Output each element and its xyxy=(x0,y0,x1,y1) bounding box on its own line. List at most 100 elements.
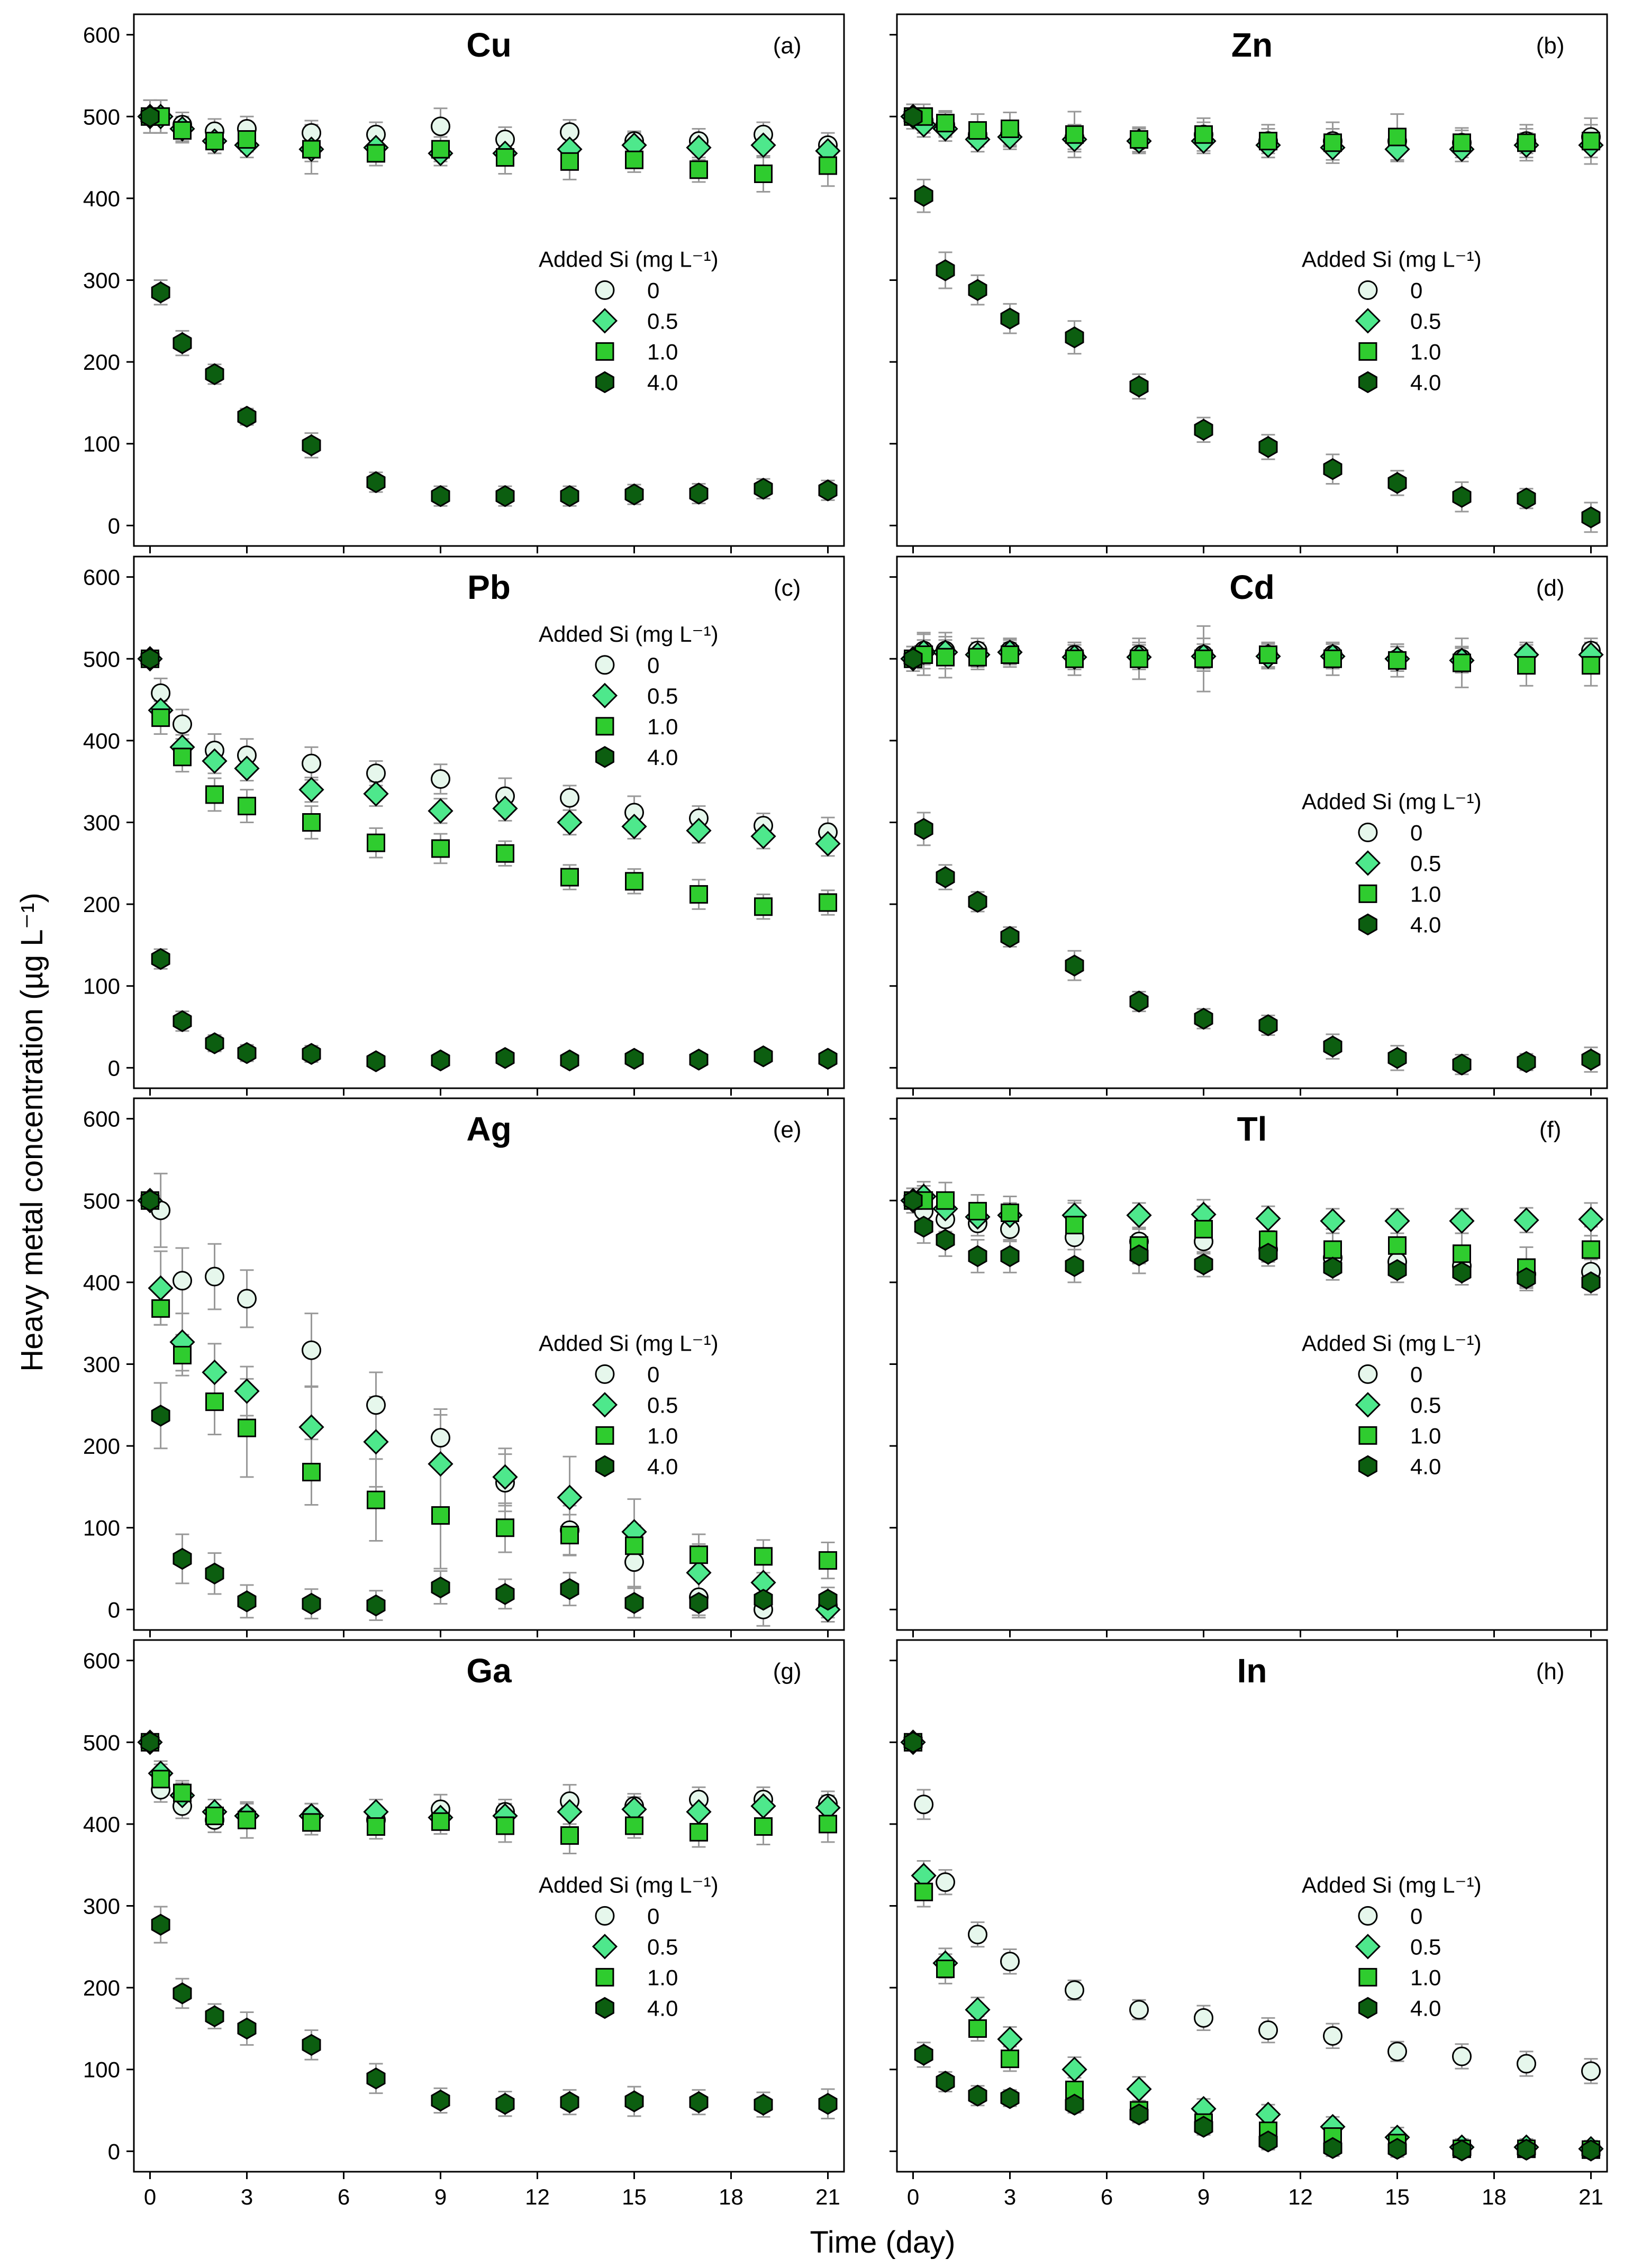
legend: Added Si (mg L⁻¹) 0 0.5 1.0 4.0 xyxy=(1302,247,1482,395)
data-point xyxy=(689,1049,709,1071)
data-point xyxy=(936,1228,955,1251)
legend-marker xyxy=(1355,1934,1381,1960)
data-point xyxy=(936,866,955,888)
data-point xyxy=(819,1551,837,1570)
panel-title: Cd xyxy=(1229,568,1274,606)
data-point xyxy=(968,1201,987,1220)
legend-label: 1.0 xyxy=(647,1965,678,1990)
data-point xyxy=(560,1578,579,1600)
data-point xyxy=(366,471,386,494)
data-point xyxy=(140,648,160,670)
data-point xyxy=(819,893,837,912)
legend-label: 0.5 xyxy=(1410,851,1441,876)
y-tick-label: 0 xyxy=(108,2139,120,2164)
data-point xyxy=(431,2089,450,2112)
data-point xyxy=(1513,1207,1539,1233)
data-point xyxy=(1129,2103,1149,2126)
data-point xyxy=(968,648,987,667)
data-point xyxy=(366,763,386,784)
panel-label: (f) xyxy=(1539,1117,1562,1143)
data-point xyxy=(151,281,170,304)
data-point xyxy=(205,1806,224,1825)
data-point xyxy=(1388,127,1407,147)
legend-label: 4.0 xyxy=(1410,912,1441,937)
data-point xyxy=(237,1289,257,1309)
data-point xyxy=(492,796,518,822)
data-point xyxy=(431,116,450,136)
y-axis-title: Heavy metal concentration (µg L⁻¹) xyxy=(15,892,49,1371)
legend-marker xyxy=(1355,850,1381,876)
legend-marker xyxy=(1358,1906,1378,1926)
data-point xyxy=(1452,1261,1472,1284)
y-tick-label: 0 xyxy=(108,1597,120,1622)
data-point xyxy=(1065,326,1084,349)
data-point xyxy=(1194,2008,1213,2028)
data-point xyxy=(936,1960,955,1979)
data-point xyxy=(1452,1053,1472,1076)
data-point xyxy=(1517,2054,1536,2074)
y-tick-label: 300 xyxy=(83,268,120,293)
data-point xyxy=(298,777,324,803)
data-point xyxy=(302,434,321,457)
legend-label: 4.0 xyxy=(1410,370,1441,395)
data-point xyxy=(1001,645,1019,664)
legend-marker xyxy=(1358,371,1377,394)
data-point xyxy=(363,781,389,807)
data-point xyxy=(1581,2139,1601,2162)
panel-label: (h) xyxy=(1536,1659,1565,1684)
data-point xyxy=(936,1191,955,1210)
data-point xyxy=(1065,125,1084,144)
data-point xyxy=(557,1484,583,1510)
data-point xyxy=(151,1405,170,1427)
data-point xyxy=(903,1731,923,1754)
y-tick-label: 100 xyxy=(83,2057,120,2082)
y-tick-label: 0 xyxy=(108,1055,120,1080)
y-tick-label: 100 xyxy=(83,974,120,999)
data-point xyxy=(936,2071,955,2093)
data-point xyxy=(495,485,515,507)
series-markers-4.0 xyxy=(903,648,1601,1076)
panel-title: Tl xyxy=(1237,1110,1267,1148)
panel-label: (b) xyxy=(1536,33,1565,59)
data-point xyxy=(1255,1206,1281,1232)
legend-label: 1.0 xyxy=(1410,1423,1441,1448)
data-point xyxy=(818,1589,838,1611)
panel-tl: Tl (f) Added Si (mg L⁻¹) 0 0.5 1.0 4.0 xyxy=(890,1097,1608,1637)
data-point xyxy=(1581,1271,1601,1294)
data-point xyxy=(1259,645,1277,664)
data-point xyxy=(1581,1049,1601,1071)
data-point xyxy=(914,1215,933,1238)
x-tick-label: 15 xyxy=(1385,2184,1410,2209)
legend-marker xyxy=(1358,1968,1377,1987)
legend-label: 4.0 xyxy=(1410,1996,1441,2020)
legend-label: 1.0 xyxy=(647,714,678,739)
data-point xyxy=(428,798,453,824)
data-point xyxy=(624,483,644,506)
series-markers-1.0 xyxy=(141,107,837,183)
legend-marker xyxy=(595,1906,615,1926)
data-point xyxy=(431,1812,450,1831)
legend-title: Added Si (mg L⁻¹) xyxy=(539,622,719,646)
legend-marker xyxy=(595,371,614,394)
panel-title: Zn xyxy=(1231,26,1273,64)
panel-pb: 0 100 200 300 400 500 600 Pb (c) Added Si (mg L⁻¹… xyxy=(83,555,845,1096)
data-point xyxy=(754,165,773,183)
legend-label: 4.0 xyxy=(647,745,678,770)
data-point xyxy=(1323,1035,1342,1058)
data-point xyxy=(431,769,450,789)
legend-marker xyxy=(592,1392,618,1418)
data-point xyxy=(750,823,776,849)
data-point xyxy=(302,1043,321,1065)
x-tick-label: 18 xyxy=(719,2184,743,2209)
panel-label: (d) xyxy=(1536,575,1565,601)
data-point xyxy=(205,1392,224,1411)
panel-title: Ga xyxy=(466,1652,512,1690)
data-point xyxy=(431,1049,450,1072)
data-point xyxy=(431,485,450,507)
data-point xyxy=(238,130,256,149)
legend-marker xyxy=(595,717,614,736)
legend-label: 0.5 xyxy=(647,1934,678,1959)
data-point xyxy=(625,1816,643,1835)
legend-marker xyxy=(1358,1364,1378,1384)
legend-label: 4.0 xyxy=(647,1454,678,1479)
